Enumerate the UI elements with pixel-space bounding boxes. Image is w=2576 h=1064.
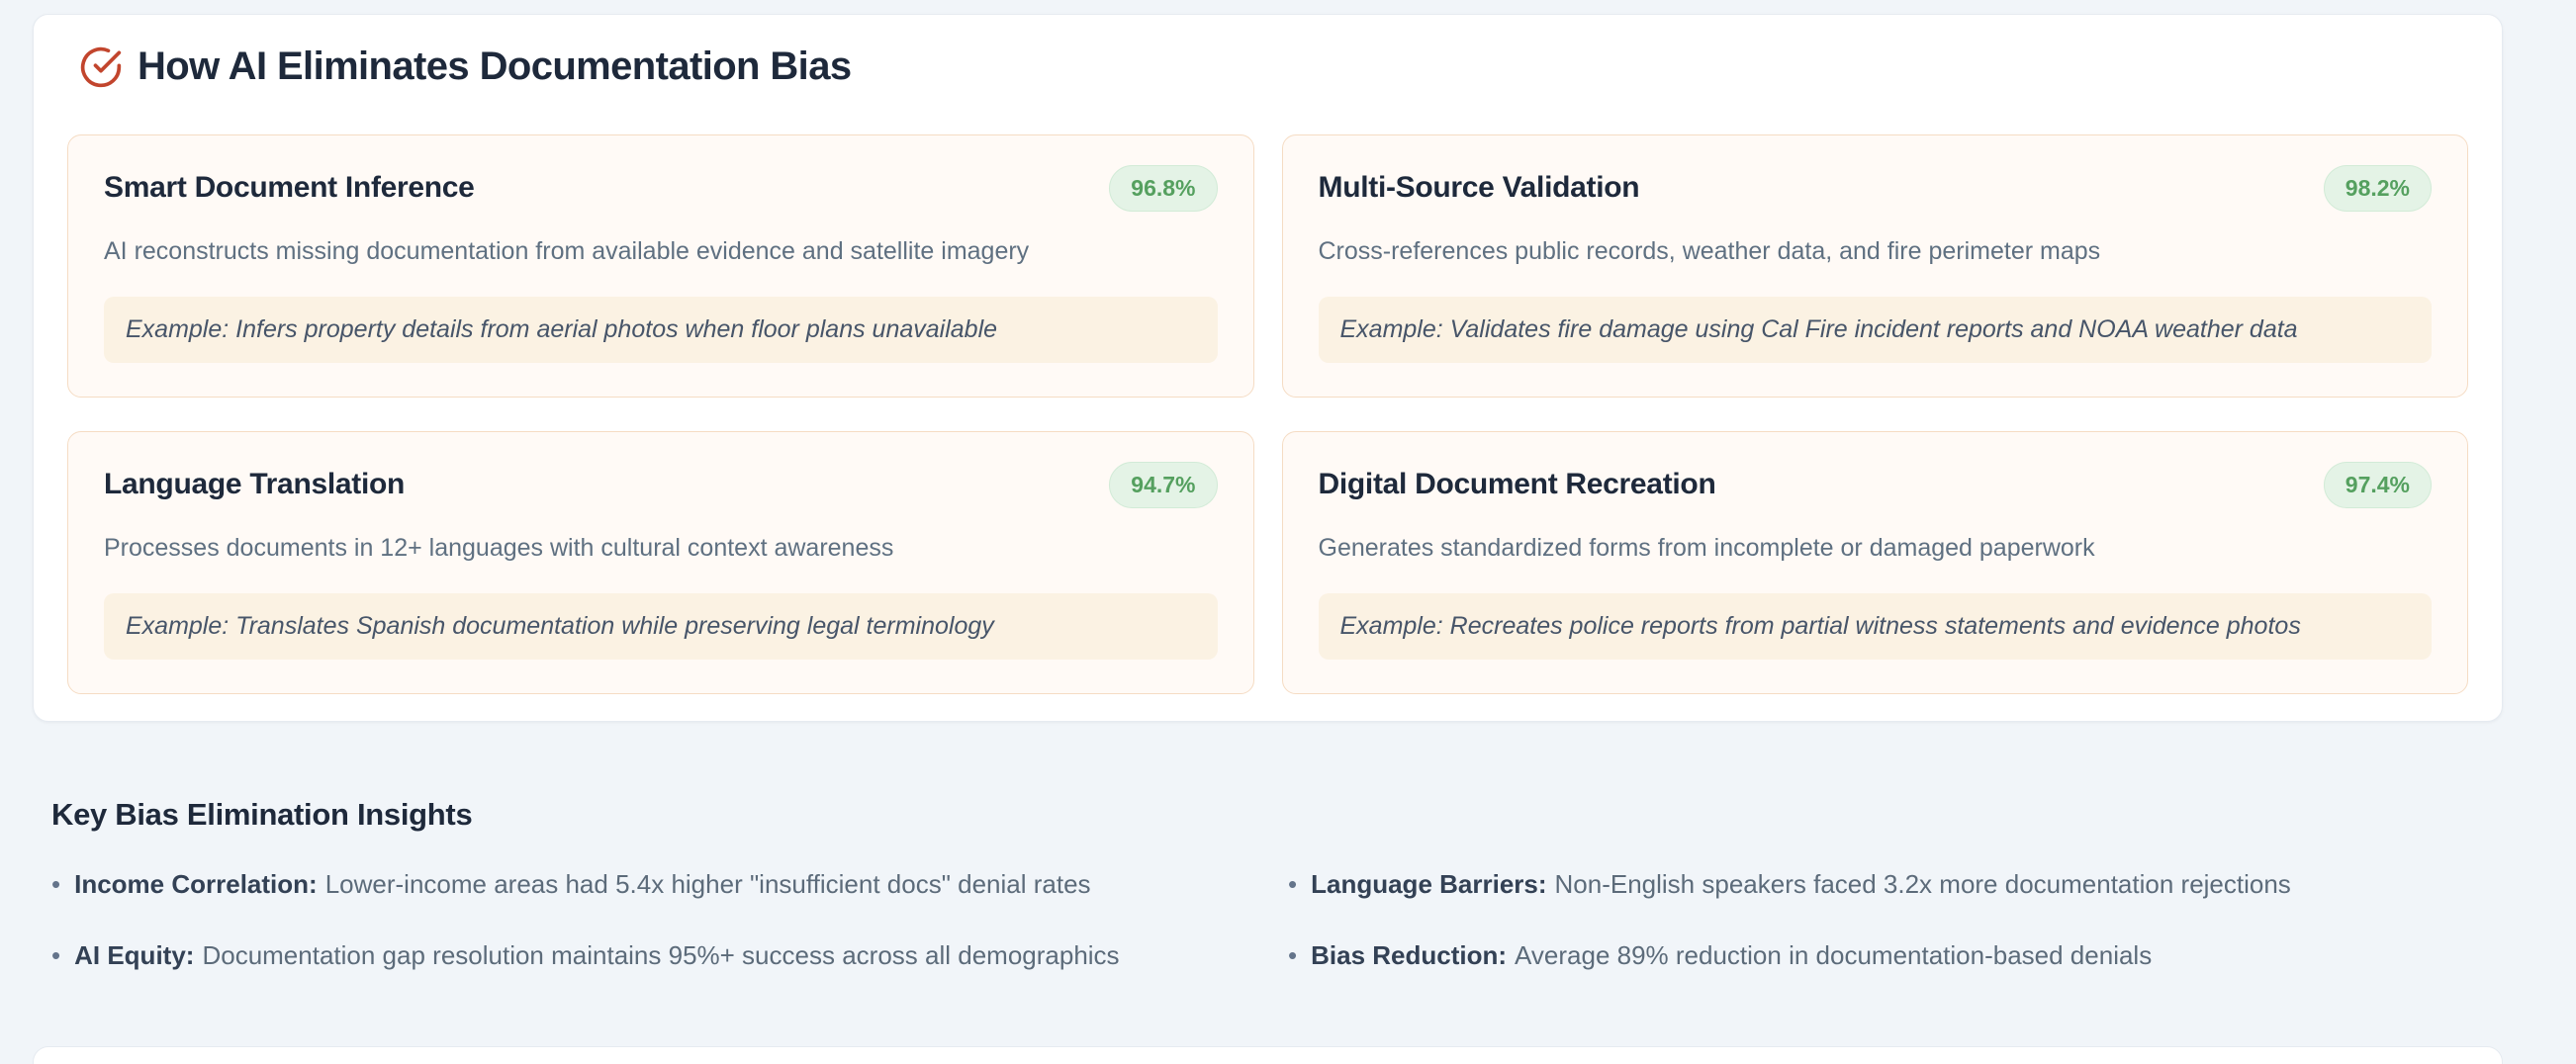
capability-card-digital-document-recreation: Digital Document Recreation 97.4% Genera… [1281, 430, 2468, 694]
bullet: • [1288, 939, 1298, 970]
card-header: Multi-Source Validation 98.2% [1318, 165, 2432, 212]
insight-label: Bias Reduction: [1311, 939, 1508, 970]
insight-text: Documentation gap resolution maintains 9… [202, 939, 1120, 970]
insights-title: Key Bias Elimination Insights [51, 797, 473, 832]
card-example: Example: Validates fire damage using Cal… [1318, 296, 2432, 363]
accuracy-badge: 98.2% [2323, 165, 2432, 212]
insight-label: Language Barriers: [1311, 869, 1547, 899]
insight-item-language-barriers: • Language Barriers: Non-English speakers … [1288, 868, 2495, 902]
card-description: Processes documents in 12+ languages wit… [104, 533, 894, 562]
next-section-card-top-edge [33, 1046, 2503, 1064]
section-header: How AI Eliminates Documentation Bias [67, 44, 2468, 89]
capability-cards-grid: Smart Document Inference 96.8% AI recons… [67, 134, 2468, 694]
insight-text: Non-English speakers faced 3.2x more doc… [1554, 869, 2291, 899]
bullet: • [51, 869, 61, 899]
insight-label: Income Correlation: [74, 869, 318, 899]
capability-card-language-translation: Language Translation 94.7% Processes doc… [67, 430, 1254, 694]
card-example: Example: Translates Spanish documentatio… [104, 592, 1218, 660]
insights-section: Key Bias Elimination Insights • Income Co… [51, 797, 2495, 973]
card-title: Smart Document Inference [104, 171, 475, 204]
card-title: Multi-Source Validation [1318, 171, 1640, 204]
ai-bias-section-card: How AI Eliminates Documentation Bias Sma… [33, 14, 2503, 722]
card-title: Digital Document Recreation [1318, 467, 1716, 500]
insight-item-income-correlation: • Income Correlation: Lower-income areas h… [51, 868, 1258, 902]
capability-card-smart-document-inference: Smart Document Inference 96.8% AI recons… [67, 134, 1254, 398]
section-title: How AI Eliminates Documentation Bias [138, 44, 852, 88]
card-example: Example: Recreates police reports from p… [1318, 592, 2432, 660]
accuracy-badge: 97.4% [2323, 461, 2432, 508]
card-description: AI reconstructs missing documentation fr… [104, 237, 1030, 265]
card-header: Language Translation 94.7% [104, 461, 1218, 508]
insight-label: AI Equity: [74, 939, 195, 970]
card-description: Generates standardized forms from incomp… [1318, 533, 2095, 562]
card-header: Smart Document Inference 96.8% [104, 165, 1218, 212]
capability-card-multi-source-validation: Multi-Source Validation 98.2% Cross-refe… [1281, 134, 2468, 398]
insights-grid: • Income Correlation: Lower-income areas h… [51, 868, 2495, 973]
card-header: Digital Document Recreation 97.4% [1318, 461, 2432, 508]
bullet: • [1288, 869, 1298, 899]
insight-text: Average 89% reduction in documentation-b… [1515, 939, 2153, 970]
accuracy-badge: 94.7% [1109, 461, 1218, 508]
check-circle-icon [80, 46, 122, 87]
insight-item-bias-reduction: • Bias Reduction: Average 89% reduction in… [1288, 939, 2495, 973]
card-title: Language Translation [104, 467, 406, 500]
insight-item-ai-equity: • AI Equity: Documentation gap resolution … [51, 939, 1258, 973]
accuracy-badge: 96.8% [1109, 165, 1218, 212]
card-example: Example: Infers property details from ae… [104, 296, 1218, 363]
bullet: • [51, 939, 61, 970]
card-description: Cross-references public records, weather… [1318, 237, 2101, 265]
insight-text: Lower-income areas had 5.4x higher "insu… [324, 869, 1091, 899]
